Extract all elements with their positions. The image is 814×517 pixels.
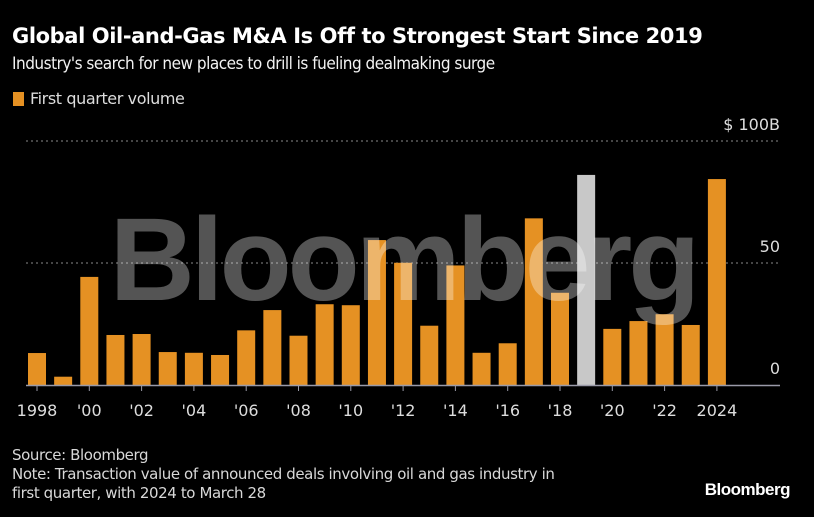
bar-2011 [367, 240, 386, 385]
bloomberg-logo: Bloomberg [704, 480, 791, 499]
footer-notes: Source: Bloomberg Note: Transaction valu… [12, 446, 555, 503]
legend-swatch [13, 91, 24, 106]
bar-1999 [54, 376, 73, 385]
bar-2016 [498, 343, 517, 385]
x-tick-label: '10 [338, 401, 363, 420]
y-tick-label: 50 [760, 237, 780, 256]
bar-2021 [629, 321, 648, 385]
x-tick-label: '14 [443, 401, 468, 420]
x-tick-label: '16 [495, 401, 520, 420]
x-tick-label: '08 [286, 401, 311, 420]
x-tick-label: 2024 [697, 401, 738, 420]
bar-2006 [237, 330, 256, 385]
x-tick-label: '04 [182, 401, 207, 420]
x-axis: 1998 '00 '02 '04 '06 '08 '10 '12 '14 '16 '18 '20 '22… [17, 384, 780, 420]
bar-2009 [315, 304, 334, 385]
x-tick-label: '12 [391, 401, 416, 420]
bar-2007 [263, 310, 282, 385]
y-axis-labels: 0 50 $ 100B [723, 115, 780, 378]
note-line-2: first quarter, with 2024 to March 28 [12, 484, 266, 502]
x-tick-label: '18 [548, 401, 573, 420]
bar-2000 [80, 276, 99, 385]
x-tick-label: '06 [234, 401, 259, 420]
x-tick-label: '00 [77, 401, 102, 420]
bar-2014 [446, 265, 465, 385]
bar-2004 [184, 352, 203, 385]
bar-2002 [132, 334, 151, 385]
bar-2001 [106, 334, 125, 385]
x-tick-label: '20 [600, 401, 625, 420]
bar-2003 [158, 352, 177, 385]
bar-2013 [420, 325, 439, 385]
x-tick-label: '02 [129, 401, 154, 420]
chart-title: Global Oil-and-Gas M&A Is Off to Stronge… [12, 24, 703, 48]
bloomberg-watermark: Bloomberg [110, 194, 697, 326]
bar-2020 [603, 328, 622, 385]
bar-2008 [289, 335, 308, 385]
y-tick-label: 0 [770, 359, 780, 378]
legend: First quarter volume [13, 89, 185, 108]
source-text: Source: Bloomberg [12, 446, 149, 464]
bars [28, 174, 726, 385]
bar-2012 [394, 262, 413, 385]
bar-2017 [524, 218, 543, 385]
bar-2018 [551, 292, 569, 385]
bar-1998 [28, 353, 46, 385]
chart-subtitle: Industry's search for new places to dril… [12, 54, 495, 74]
x-tick-label: 1998 [17, 401, 58, 420]
note-line-1: Note: Transaction value of announced dea… [12, 465, 555, 483]
bar-2024 [707, 179, 726, 385]
bar-2005 [211, 354, 230, 385]
bar-2022 [655, 314, 674, 385]
bar-2015 [472, 352, 491, 385]
x-tick-label: '22 [652, 401, 677, 420]
bar-2023 [681, 324, 700, 385]
y-tick-label: $ 100B [723, 115, 780, 134]
bar-2010 [341, 305, 360, 385]
bar-2019 [577, 174, 596, 385]
legend-label: First quarter volume [30, 89, 185, 108]
